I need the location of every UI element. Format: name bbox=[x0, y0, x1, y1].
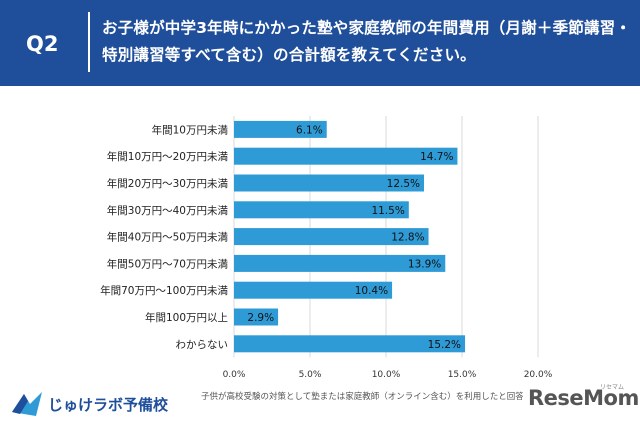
bar-value-label: 12.8% bbox=[391, 232, 424, 244]
bar bbox=[234, 281, 393, 299]
bar-value-label: 11.5% bbox=[371, 205, 404, 217]
bar bbox=[234, 147, 458, 165]
category-label: 年間70万円～100万円未満 bbox=[100, 284, 228, 297]
question-header: Q2 お子様が中学3年時にかかった塾や家庭教師の年間費用（月謝＋季節講習・特別講… bbox=[0, 0, 640, 86]
header-divider bbox=[88, 12, 90, 72]
bar bbox=[234, 254, 446, 272]
question-number: Q2 bbox=[26, 32, 59, 56]
logo-mark-icon bbox=[12, 392, 42, 416]
logo-text: じゅけラボ予備校 bbox=[48, 396, 169, 414]
bar bbox=[234, 308, 279, 326]
question-text: お子様が中学3年時にかかった塾や家庭教師の年間費用（月謝＋季節講習・特別講習等す… bbox=[102, 19, 632, 64]
bar bbox=[234, 174, 424, 192]
brand-ruby: リセマム bbox=[600, 384, 625, 391]
bar-value-label: 12.5% bbox=[387, 178, 420, 190]
bar-value-label: 14.7% bbox=[420, 151, 453, 163]
bar bbox=[234, 120, 327, 138]
x-tick-label: 15.0% bbox=[448, 370, 477, 380]
category-label: 年間10万円未満 bbox=[152, 123, 229, 136]
category-label: 年間30万円～40万円未満 bbox=[107, 204, 229, 217]
bar bbox=[234, 201, 409, 219]
category-label: 年間100万円以上 bbox=[145, 311, 228, 324]
resemom-logo: ReseMom bbox=[528, 386, 639, 410]
survey-footnote: 子供が高校受験の対策として塾または家庭教師（オンライン含む）を利用したと回答した… bbox=[201, 392, 523, 402]
bar-value-label: 6.1% bbox=[296, 124, 323, 136]
category-label: 年間50万円～70万円未満 bbox=[107, 257, 229, 270]
x-tick-label: 5.0% bbox=[299, 370, 322, 380]
bar-value-label: 13.9% bbox=[408, 258, 441, 270]
bar-value-label: 2.9% bbox=[247, 312, 274, 324]
x-tick-label: 20.0% bbox=[524, 370, 553, 380]
x-tick-label: 0.0% bbox=[223, 370, 246, 380]
category-label: 年間40万円～50万円未満 bbox=[107, 231, 229, 244]
bar-value-label: 10.4% bbox=[355, 285, 388, 297]
x-tick-label: 10.0% bbox=[372, 370, 401, 380]
bar bbox=[234, 335, 466, 353]
category-label: わからない bbox=[176, 339, 229, 351]
category-label: 年間20万円～30万円未満 bbox=[107, 177, 229, 190]
bar-value-label: 15.2% bbox=[428, 339, 461, 351]
bar bbox=[234, 228, 429, 246]
bar-chart: 0.0% 5.0% 10.0% 15.0% 20.0% 年間10万円未満 6.1% 年間10万… bbox=[0, 86, 640, 386]
chart-svg: 0.0% 5.0% 10.0% 15.0% 20.0% 年間10万円未満 6.1% 年間10万… bbox=[100, 116, 553, 380]
jukelabo-logo: じゅけラボ予備校 bbox=[10, 390, 170, 420]
footer: じゅけラボ予備校 子供が高校受験の対策として塾または家庭教師（オンライン含む）を… bbox=[0, 380, 640, 427]
category-label: 年間10万円～20万円未満 bbox=[107, 150, 229, 163]
